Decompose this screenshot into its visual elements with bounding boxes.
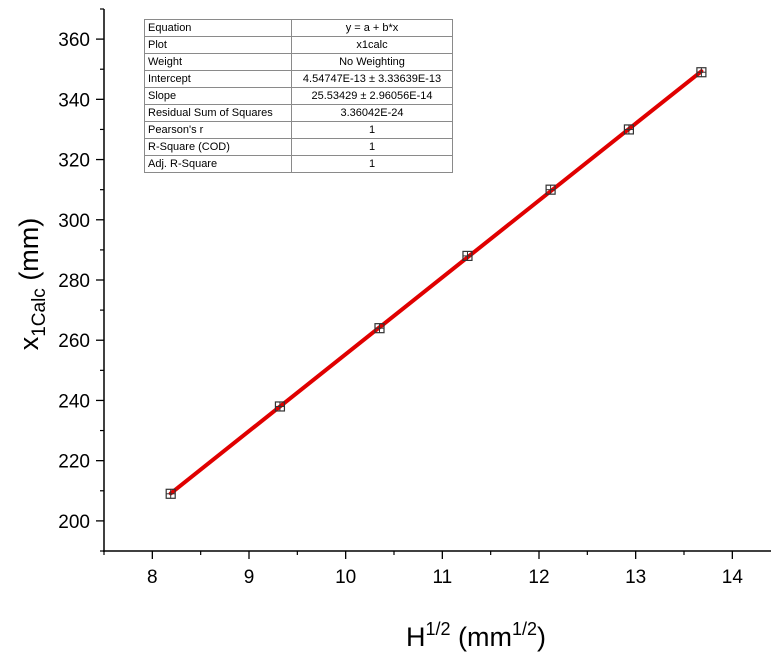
fit-line	[168, 69, 704, 496]
y-tick-label: 240	[58, 391, 90, 412]
y-tick-label: 260	[58, 331, 90, 352]
stats-key: R-Square (COD)	[144, 138, 292, 156]
y-tick-label: 360	[58, 30, 90, 51]
data-point	[274, 401, 286, 412]
fit-line-group	[168, 69, 704, 496]
y-tick-label: 280	[58, 271, 90, 292]
y-tick-label: 340	[58, 90, 90, 111]
stats-key: Weight	[144, 53, 292, 71]
x-tick-label: 13	[625, 567, 646, 588]
stats-row: Plot x1calc	[144, 36, 453, 54]
x-tick-label: 14	[722, 567, 744, 588]
stats-row: Slope 25.53429 ± 2.96056E-14	[144, 87, 453, 105]
stats-value: 1	[291, 138, 453, 156]
x-tick-label: 8	[147, 567, 158, 588]
y-tick-label: 300	[58, 211, 90, 232]
y-tick-label: 320	[58, 151, 90, 172]
stats-key: Equation	[144, 19, 292, 37]
stats-value: x1calc	[291, 36, 453, 54]
stats-value: 3.36042E-24	[291, 104, 453, 122]
data-point	[462, 250, 473, 262]
stats-value: 1	[291, 121, 453, 139]
stats-row: Residual Sum of Squares 3.36042E-24	[144, 104, 453, 122]
fit-statistics-table: Equation y = a + b*x Plot x1calc Weight No We…	[144, 19, 453, 173]
stats-value: 25.53429 ± 2.96056E-14	[291, 87, 453, 105]
stats-key: Slope	[144, 87, 292, 105]
y-axis-title: x1Calc (mm)	[14, 218, 50, 351]
stats-row: Weight No Weighting	[144, 53, 453, 71]
data-point	[374, 323, 385, 334]
stats-row: Equation y = a + b*x	[144, 19, 453, 37]
data-point	[165, 488, 176, 499]
x-tick-label: 10	[335, 567, 356, 588]
stats-key: Plot	[144, 36, 292, 54]
stats-value: 1	[291, 155, 453, 173]
stats-key: Intercept	[144, 70, 292, 88]
x-tick-label: 11	[432, 567, 452, 588]
data-point	[545, 184, 556, 195]
stats-row: Adj. R-Square 1	[144, 155, 453, 173]
data-point	[696, 67, 707, 78]
x-tick-label: 12	[528, 567, 549, 588]
stats-row: Intercept 4.54747E-13 ± 3.33639E-13	[144, 70, 453, 88]
stats-key: Adj. R-Square	[144, 155, 292, 173]
stats-row: R-Square (COD) 1	[144, 138, 453, 156]
stats-value: No Weighting	[291, 53, 453, 71]
y-tick-label: 200	[58, 512, 90, 533]
data-points	[165, 67, 707, 499]
x-axis-title: H1/2 (mm1/2)	[406, 619, 546, 652]
stats-value: 4.54747E-13 ± 3.33639E-13	[291, 70, 453, 88]
y-tick-label: 220	[58, 452, 90, 473]
data-point	[623, 124, 635, 135]
stats-key: Residual Sum of Squares	[144, 104, 292, 122]
x-tick-label: 9	[244, 567, 255, 588]
stats-value: y = a + b*x	[291, 19, 453, 37]
stats-key: Pearson's r	[144, 121, 292, 139]
